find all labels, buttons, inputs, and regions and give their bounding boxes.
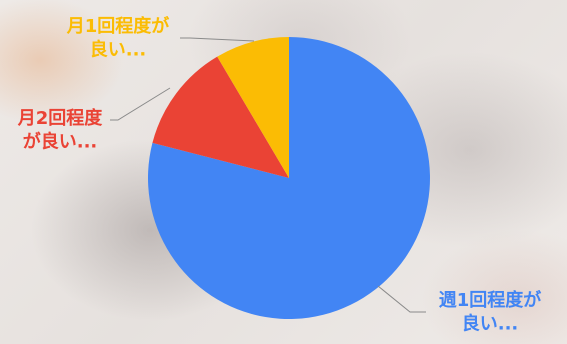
pie-slice-0	[147, 37, 430, 319]
slice-label-line: が良い...	[23, 130, 98, 152]
slice-label-line: 週1回程度が	[439, 289, 542, 311]
slice-label-1: 月2回程度が良い...	[17, 107, 104, 152]
slice-label-line: 月2回程度	[17, 107, 104, 129]
slice-label-line: 良い...	[90, 38, 147, 60]
slices-layer	[147, 37, 430, 319]
pie-slice-1	[152, 56, 289, 178]
slice-label-line: 月1回程度が	[66, 15, 170, 37]
leader-line-0	[377, 285, 426, 313]
leader-line-1	[110, 87, 171, 121]
slice-label-line: 良い...	[462, 312, 519, 334]
leader-lines-layer	[110, 37, 426, 313]
slice-label-2: 月1回程度が良い...	[66, 15, 170, 60]
slice-label-0: 週1回程度が良い...	[439, 289, 542, 334]
leader-line-2	[180, 37, 255, 42]
labels-layer: 週1回程度が良い...月2回程度が良い...月1回程度が良い...	[17, 15, 542, 334]
pie-slice-2	[217, 37, 289, 178]
